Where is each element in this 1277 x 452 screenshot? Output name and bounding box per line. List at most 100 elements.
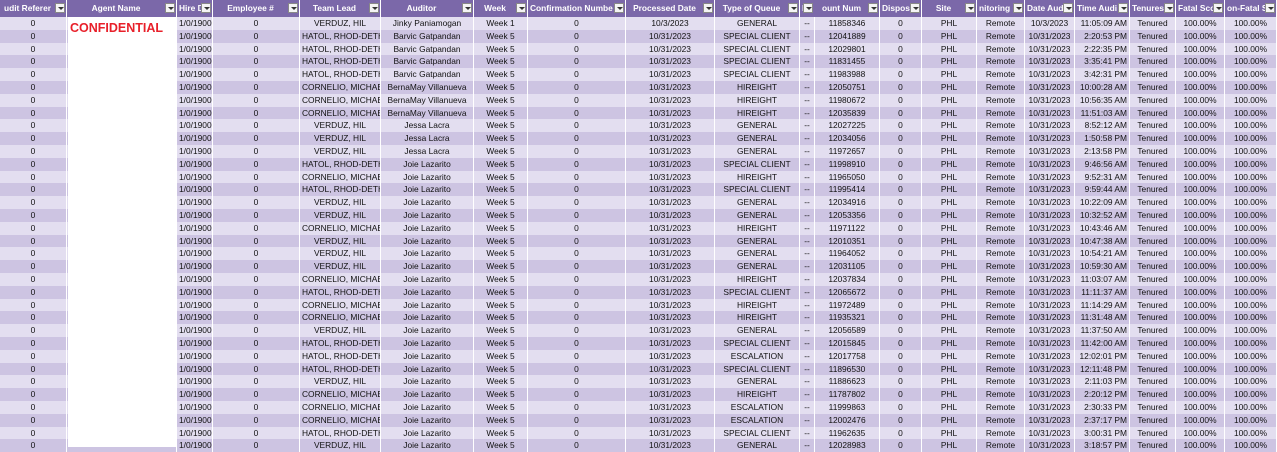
filter-button[interactable] (868, 3, 878, 13)
cell: VERDUZ, HIL (300, 324, 381, 337)
cell: Remote (977, 311, 1025, 325)
cell: PHL (922, 401, 977, 414)
cell: 10/31/2023 (626, 273, 715, 286)
cell: 11971122 (815, 221, 880, 235)
cell: 12028983 (815, 439, 880, 452)
cell: -- (800, 119, 815, 133)
cell: 100.00% (1225, 209, 1277, 222)
cell: 0 (880, 68, 922, 81)
cell: -- (800, 439, 815, 452)
filter-button[interactable] (788, 3, 798, 13)
cell: PHL (922, 170, 977, 184)
cell: Tenured (1130, 29, 1176, 43)
filter-button[interactable] (369, 3, 379, 13)
cell: 11:51:03 AM (1075, 106, 1130, 120)
cell: 0 (528, 183, 626, 197)
cell: PHL (922, 298, 977, 312)
cell: -- (800, 81, 815, 94)
cell: Week 5 (474, 132, 528, 145)
filter-button[interactable] (1265, 3, 1275, 13)
cell: 0 (880, 157, 922, 171)
filter-button[interactable] (910, 3, 920, 13)
cell: 10/31/2023 (1025, 401, 1075, 414)
cell: VERDUZ, HIL (300, 119, 381, 133)
cell: Tenured (1130, 362, 1176, 376)
cell: 10/31/2023 (1025, 81, 1075, 94)
cell: 100.00% (1176, 170, 1225, 184)
cell: PHL (922, 311, 977, 325)
cell: 0 (213, 401, 300, 414)
cell: 3:42:31 PM (1075, 68, 1130, 81)
cell: 0 (880, 17, 922, 30)
cell: Joie Lazarito (381, 426, 474, 440)
filter-button[interactable] (803, 3, 813, 13)
cell: PHL (922, 196, 977, 209)
cell: 100.00% (1225, 81, 1277, 94)
filter-button[interactable] (614, 3, 624, 13)
filter-button[interactable] (55, 3, 65, 13)
cell: Joie Lazarito (381, 170, 474, 184)
cell: -- (800, 375, 815, 389)
cell: 10/31/2023 (1025, 311, 1075, 325)
cell: 1/0/1900 (177, 42, 213, 56)
cell: 0 (880, 119, 922, 133)
cell: 1/0/1900 (177, 17, 213, 30)
cell: 0 (213, 29, 300, 43)
filter-button[interactable] (165, 3, 175, 13)
cell: 11:42:00 AM (1075, 337, 1130, 350)
cell: 10/31/2023 (626, 81, 715, 94)
filter-button[interactable] (1063, 3, 1073, 13)
cell: 0 (213, 260, 300, 273)
cell: CORNELIO, MICHAEL (300, 273, 381, 286)
cell: PHL (922, 221, 977, 235)
cell: 10/31/2023 (1025, 93, 1075, 107)
cell: HIREIGHT (715, 298, 800, 312)
cell: Joie Lazarito (381, 221, 474, 235)
cell: 0 (528, 68, 626, 81)
cell: 0 (213, 362, 300, 376)
filter-button[interactable] (201, 3, 211, 13)
cell: Week 5 (474, 362, 528, 376)
cell: 0 (880, 234, 922, 248)
cell: PHL (922, 209, 977, 222)
filter-button[interactable] (1013, 3, 1023, 13)
cell: 1/0/1900 (177, 413, 213, 427)
cell: -- (800, 209, 815, 222)
cell: 0 (0, 426, 67, 440)
cell: -- (800, 68, 815, 81)
cell: 10/31/2023 (626, 439, 715, 452)
cell: HATOL, RHOD-DETH (300, 157, 381, 171)
cell: 0 (0, 221, 67, 235)
cell: 10/31/2023 (626, 285, 715, 299)
cell: Week 5 (474, 106, 528, 120)
cell: 10/31/2023 (626, 55, 715, 69)
cell: VERDUZ, HIL (300, 375, 381, 389)
cell: -- (800, 157, 815, 171)
cell: HATOL, RHOD-DETH (300, 55, 381, 69)
filter-button[interactable] (1213, 3, 1223, 13)
cell: PHL (922, 273, 977, 286)
cell: 11965050 (815, 170, 880, 184)
cell: Week 5 (474, 298, 528, 312)
cell: 12041889 (815, 29, 880, 43)
cell: -- (800, 298, 815, 312)
cell: Week 5 (474, 273, 528, 286)
filter-button[interactable] (288, 3, 298, 13)
filter-button[interactable] (462, 3, 472, 13)
cell: CORNELIO, MICHAEL (300, 311, 381, 325)
cell: Tenured (1130, 119, 1176, 133)
filter-button[interactable] (703, 3, 713, 13)
cell: Tenured (1130, 68, 1176, 81)
filter-button[interactable] (1118, 3, 1128, 13)
filter-button[interactable] (965, 3, 975, 13)
cell: PHL (922, 106, 977, 120)
filter-button[interactable] (516, 3, 526, 13)
cell: Tenured (1130, 42, 1176, 56)
cell: 10/31/2023 (626, 388, 715, 401)
cell: 100.00% (1225, 324, 1277, 337)
filter-button[interactable] (1164, 3, 1174, 13)
cell: 100.00% (1176, 17, 1225, 30)
cell: Remote (977, 426, 1025, 440)
cell: 0 (213, 157, 300, 171)
